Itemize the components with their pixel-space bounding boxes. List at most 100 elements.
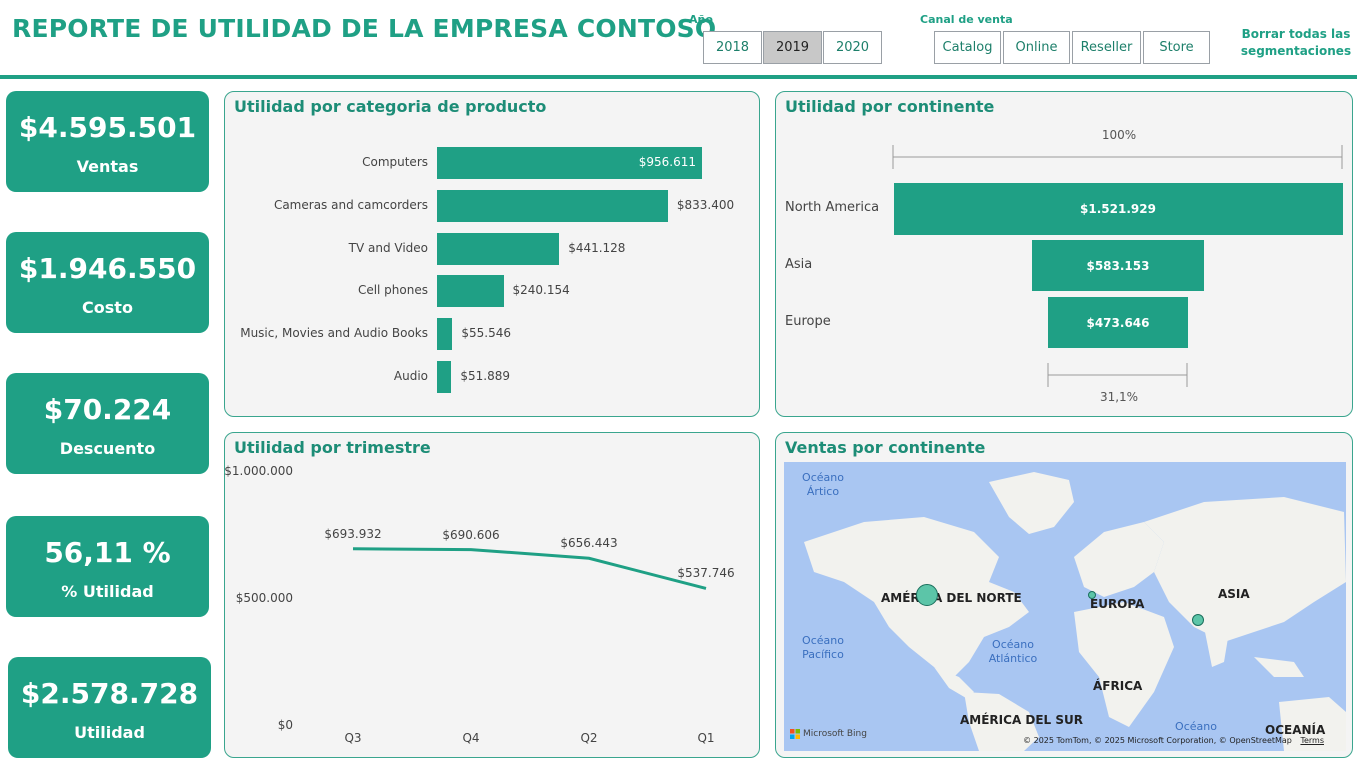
map-attribution: © 2025 TomTom, © 2025 Microsoft Corporat… xyxy=(1023,736,1324,745)
channel-slicer-label: Canal de venta xyxy=(920,13,1013,26)
channel-online-button[interactable]: Online xyxy=(1003,31,1070,64)
channel-store-button[interactable]: Store xyxy=(1143,31,1210,64)
ocean-label-indian: Océano xyxy=(1175,720,1217,733)
category-value-label: $833.400 xyxy=(676,197,735,212)
ocean-label-line: Ártico xyxy=(806,485,840,498)
kpi-label: Descuento xyxy=(59,439,156,458)
funnel-value-label: $473.646 xyxy=(1086,315,1150,330)
clear-all-slicers-button[interactable]: Borrar todas las segmentaciones xyxy=(1240,27,1352,58)
kpi-label: Ventas xyxy=(76,157,139,176)
series-line[interactable] xyxy=(352,547,707,590)
y-axis-tick-label: $0 xyxy=(277,718,293,732)
continent-profit-panel: Utilidad por continente 100% North Ameri… xyxy=(775,91,1353,417)
channel-reseller-button[interactable]: Reseller xyxy=(1072,31,1141,64)
funnel-bar[interactable]: $583.153 xyxy=(1031,240,1204,291)
line-data-label: $537.746 xyxy=(677,566,735,581)
ocean-label-pacific: Océano Pacífico xyxy=(797,634,849,662)
ocean-label-arctic: Océano Ártico xyxy=(798,471,848,499)
ocean-label-line: Atlántico xyxy=(988,652,1038,665)
category-label: Audio xyxy=(393,369,428,383)
kpi-value: $4.595.501 xyxy=(18,111,197,144)
funnel-bar[interactable]: $1.521.929 xyxy=(893,183,1343,235)
ocean-label-line: Océano xyxy=(802,471,844,484)
attribution-text: © 2025 TomTom, © 2025 Microsoft Corporat… xyxy=(1023,736,1292,745)
kpi-label: Costo xyxy=(82,298,133,317)
map-bubble-north-america[interactable] xyxy=(916,584,938,606)
category-profit-panel: Utilidad por categoria de producto Compu… xyxy=(224,91,760,417)
funnel-category-label: North America xyxy=(785,200,880,215)
continent-label-asia: ASIA xyxy=(1218,587,1250,601)
kpi-card-ventas: $4.595.501 Ventas xyxy=(6,91,209,192)
map-land-shapes xyxy=(804,472,1346,751)
line-data-label: $690.606 xyxy=(442,527,500,542)
terms-link[interactable]: Terms xyxy=(1300,736,1324,745)
header-divider xyxy=(0,75,1357,79)
x-axis-tick-label: Q3 xyxy=(344,731,362,745)
map-bubble-asia[interactable] xyxy=(1192,614,1204,626)
funnel-value-label: $583.153 xyxy=(1086,258,1150,273)
kpi-card-utilidad: $2.578.728 Utilidad xyxy=(8,657,211,758)
bing-logo: Microsoft Bing xyxy=(790,729,867,739)
category-label: Computers xyxy=(362,155,428,169)
kpi-value: $2.578.728 xyxy=(20,677,199,710)
category-value-label: $240.154 xyxy=(512,283,570,298)
continent-label-north-america: AMÉRICA DEL NORTE xyxy=(881,591,1022,605)
year-slicer-label: Año xyxy=(689,13,713,26)
kpi-label: % Utilidad xyxy=(61,582,154,601)
bing-brand-text: Microsoft Bing xyxy=(803,729,867,739)
channel-catalog-button[interactable]: Catalog xyxy=(934,31,1001,64)
category-bar[interactable] xyxy=(437,275,504,308)
ocean-label-line: Océano xyxy=(992,638,1034,651)
year-2018-button[interactable]: 2018 xyxy=(703,31,762,64)
y-axis-tick-label: $500.000 xyxy=(235,591,293,605)
category-value-label: $55.546 xyxy=(461,326,511,341)
category-bar[interactable] xyxy=(437,318,453,351)
category-value-label: $956.611 xyxy=(638,155,696,169)
year-2020-button[interactable]: 2020 xyxy=(823,31,882,64)
panel-title: Utilidad por continente xyxy=(785,97,995,116)
category-label: Music, Movies and Audio Books xyxy=(240,326,428,341)
line-chart-svg xyxy=(352,547,707,590)
category-label: TV and Video xyxy=(348,240,428,255)
funnel-category-label: Asia xyxy=(785,257,813,272)
x-axis-tick-label: Q1 xyxy=(697,731,715,745)
ocean-label-atlantic: Océano Atlántico xyxy=(982,638,1044,666)
x-axis-tick-label: Q4 xyxy=(462,731,480,745)
map-bubble-europe[interactable] xyxy=(1088,591,1096,599)
funnel-top-percent: 100% xyxy=(1101,128,1137,142)
microsoft-logo-icon xyxy=(790,729,800,739)
kpi-card-costo: $1.946.550 Costo xyxy=(6,232,209,333)
ocean-label-line: Pacífico xyxy=(802,648,844,661)
category-bar[interactable] xyxy=(437,232,560,265)
category-bar[interactable] xyxy=(437,189,668,222)
panel-title: Utilidad por categoria de producto xyxy=(234,97,547,116)
funnel-bottom-percent: 31,1% xyxy=(1099,390,1139,404)
category-value-label: $51.889 xyxy=(460,369,510,383)
kpi-value: 56,11 % xyxy=(44,536,171,569)
year-2019-button[interactable]: 2019 xyxy=(763,31,822,64)
category-bar[interactable] xyxy=(437,147,702,179)
category-value-label: $441.128 xyxy=(568,240,626,255)
sales-map-panel: Ventas por continente xyxy=(775,432,1353,758)
funnel-brackets xyxy=(892,145,1343,387)
y-axis-tick-label: $1.000.000 xyxy=(224,464,293,478)
ocean-label-line: Océano xyxy=(802,634,844,647)
kpi-label: Utilidad xyxy=(74,723,145,742)
kpi-value: $1.946.550 xyxy=(18,252,197,285)
page-title: REPORTE DE UTILIDAD DE LA EMPRESA CONTOS… xyxy=(12,14,717,43)
panel-title: Ventas por continente xyxy=(785,438,986,457)
funnel-bar[interactable]: $473.646 xyxy=(1048,297,1188,348)
continent-label-south-america: AMÉRICA DEL SUR xyxy=(960,713,1084,727)
kpi-card-porcentaje-utilidad: 56,11 % % Utilidad xyxy=(6,516,209,617)
continent-label-africa: ÁFRICA xyxy=(1093,679,1143,693)
funnel-value-label: $1.521.929 xyxy=(1080,202,1156,216)
world-map[interactable]: Océano Ártico Océano Pacífico Océano Atl… xyxy=(784,462,1346,751)
line-data-label: $693.932 xyxy=(324,526,382,541)
funnel-category-label: Europe xyxy=(785,314,831,329)
quarter-profit-panel: Utilidad por trimestre $1.000.000 $500.00… xyxy=(224,432,760,758)
category-bar[interactable] xyxy=(437,361,452,393)
category-label: Cameras and camcorders xyxy=(273,197,428,212)
kpi-card-descuento: $70.224 Descuento xyxy=(6,373,209,474)
continent-label-oceania: OCEANÍA xyxy=(1265,723,1326,737)
panel-title: Utilidad por trimestre xyxy=(234,438,431,457)
